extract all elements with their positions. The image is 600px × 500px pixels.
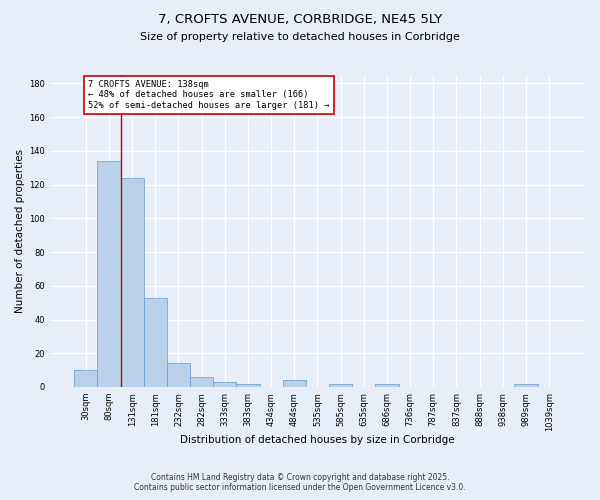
Bar	[167, 364, 190, 387]
Bar	[213, 382, 236, 387]
Bar	[97, 161, 121, 387]
Bar	[514, 384, 538, 387]
Bar	[190, 377, 213, 387]
Bar	[236, 384, 260, 387]
Text: 7 CROFTS AVENUE: 138sqm
← 48% of detached houses are smaller (166)
52% of semi-d: 7 CROFTS AVENUE: 138sqm ← 48% of detache…	[88, 80, 329, 110]
Text: 7, CROFTS AVENUE, CORBRIDGE, NE45 5LY: 7, CROFTS AVENUE, CORBRIDGE, NE45 5LY	[158, 12, 442, 26]
Y-axis label: Number of detached properties: Number of detached properties	[15, 149, 25, 313]
X-axis label: Distribution of detached houses by size in Corbridge: Distribution of detached houses by size …	[180, 435, 455, 445]
Bar	[376, 384, 398, 387]
Bar	[329, 384, 352, 387]
Bar	[74, 370, 97, 387]
Text: Size of property relative to detached houses in Corbridge: Size of property relative to detached ho…	[140, 32, 460, 42]
Bar	[283, 380, 306, 387]
Bar	[144, 298, 167, 387]
Bar	[121, 178, 144, 387]
Text: Contains HM Land Registry data © Crown copyright and database right 2025.
Contai: Contains HM Land Registry data © Crown c…	[134, 473, 466, 492]
